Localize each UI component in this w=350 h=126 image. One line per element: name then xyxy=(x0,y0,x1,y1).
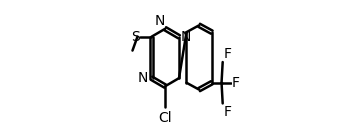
Text: F: F xyxy=(223,105,231,119)
Text: N: N xyxy=(180,30,190,44)
Text: F: F xyxy=(223,47,231,61)
Text: S: S xyxy=(131,30,139,44)
Text: N: N xyxy=(138,71,148,85)
Text: N: N xyxy=(155,14,165,28)
Text: F: F xyxy=(232,76,240,90)
Text: Cl: Cl xyxy=(158,112,172,125)
